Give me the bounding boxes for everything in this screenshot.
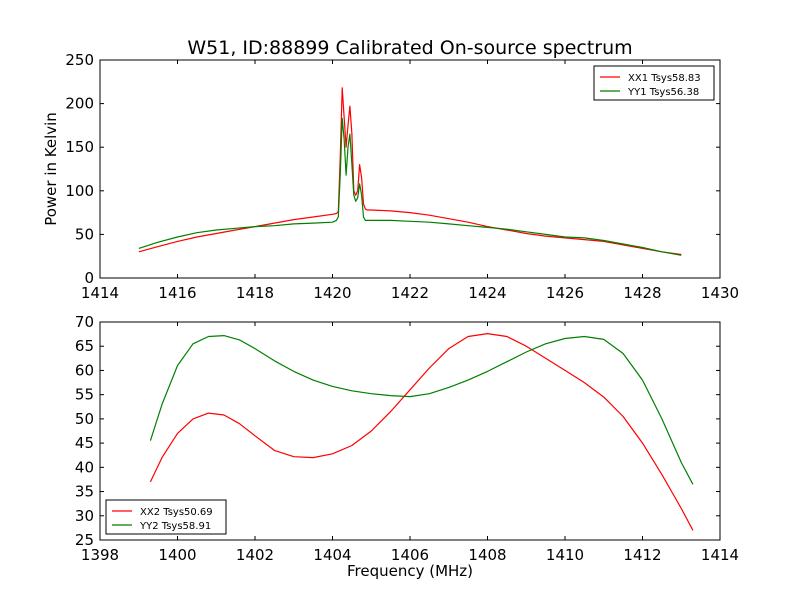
x-tick-label: 1410 <box>546 546 584 564</box>
x-tick-label: 1414 <box>701 546 739 564</box>
series-line-xx2 <box>149 333 694 531</box>
x-tick-label: 1414 <box>81 284 119 302</box>
bottom-plot: 1398 1400 1402 1404 1406 1408 1410 1412 1414 25 30… <box>75 313 739 564</box>
figure-title: W51, ID:88899 Calibrated On-source spect… <box>187 37 632 59</box>
y-tick-label: 50 <box>75 225 94 243</box>
y-tick-label: 70 <box>75 313 94 331</box>
legend-box <box>593 65 715 101</box>
top-plot: 1414 1416 1418 1420 1422 1424 1426 1428 1430 0 50 1… <box>65 51 739 302</box>
y-tick-label: 35 <box>75 483 94 501</box>
legend-label: XX2 Tsys50.69 <box>140 507 213 518</box>
x-tick-label: 1402 <box>236 546 274 564</box>
x-tick-label: 1424 <box>468 284 506 302</box>
x-tick-label: 1430 <box>701 284 739 302</box>
legend-box <box>105 499 227 535</box>
x-tick-label: 1416 <box>158 284 196 302</box>
legend-label: XX1 Tsys58.83 <box>628 73 701 84</box>
x-tick-label: 1408 <box>468 546 506 564</box>
legend-label: YY1 Tsys56.38 <box>627 87 699 98</box>
x-tick-label: 1422 <box>391 284 429 302</box>
y-tick-label: 55 <box>75 386 94 404</box>
x-tick-label: 1398 <box>81 546 119 564</box>
x-tick-label: 1412 <box>623 546 661 564</box>
y-axis-label: Power in Kelvin <box>42 112 60 226</box>
legend-label: YY2 Tsys58.91 <box>139 521 211 532</box>
y-tick-label: 200 <box>65 95 94 113</box>
y-tick-label: 150 <box>65 138 94 156</box>
y-tick-label: 40 <box>75 458 94 476</box>
y-tick-label: 60 <box>75 361 94 379</box>
y-tick-label: 250 <box>65 51 94 69</box>
y-tick-label: 45 <box>75 434 94 452</box>
x-tick-label: 1406 <box>391 546 429 564</box>
y-tick-label: 0 <box>84 269 94 287</box>
x-axis-label: Frequency (MHz) <box>347 562 473 580</box>
x-tick-label: 1428 <box>623 284 661 302</box>
y-tick-label: 100 <box>65 182 94 200</box>
y-tick-label: 25 <box>75 531 94 549</box>
x-tick-label: 1400 <box>158 546 196 564</box>
series-line-yy2 <box>149 335 694 485</box>
x-tick-label: 1404 <box>313 546 351 564</box>
x-tick-label: 1420 <box>313 284 351 302</box>
y-tick-label: 65 <box>75 337 94 355</box>
x-tick-label: 1418 <box>236 284 274 302</box>
y-tick-label: 30 <box>75 507 94 525</box>
y-tick-label: 50 <box>75 410 94 428</box>
x-tick-label: 1426 <box>546 284 584 302</box>
series-line-yy1 <box>138 117 682 256</box>
series-line-xx1 <box>138 87 682 256</box>
